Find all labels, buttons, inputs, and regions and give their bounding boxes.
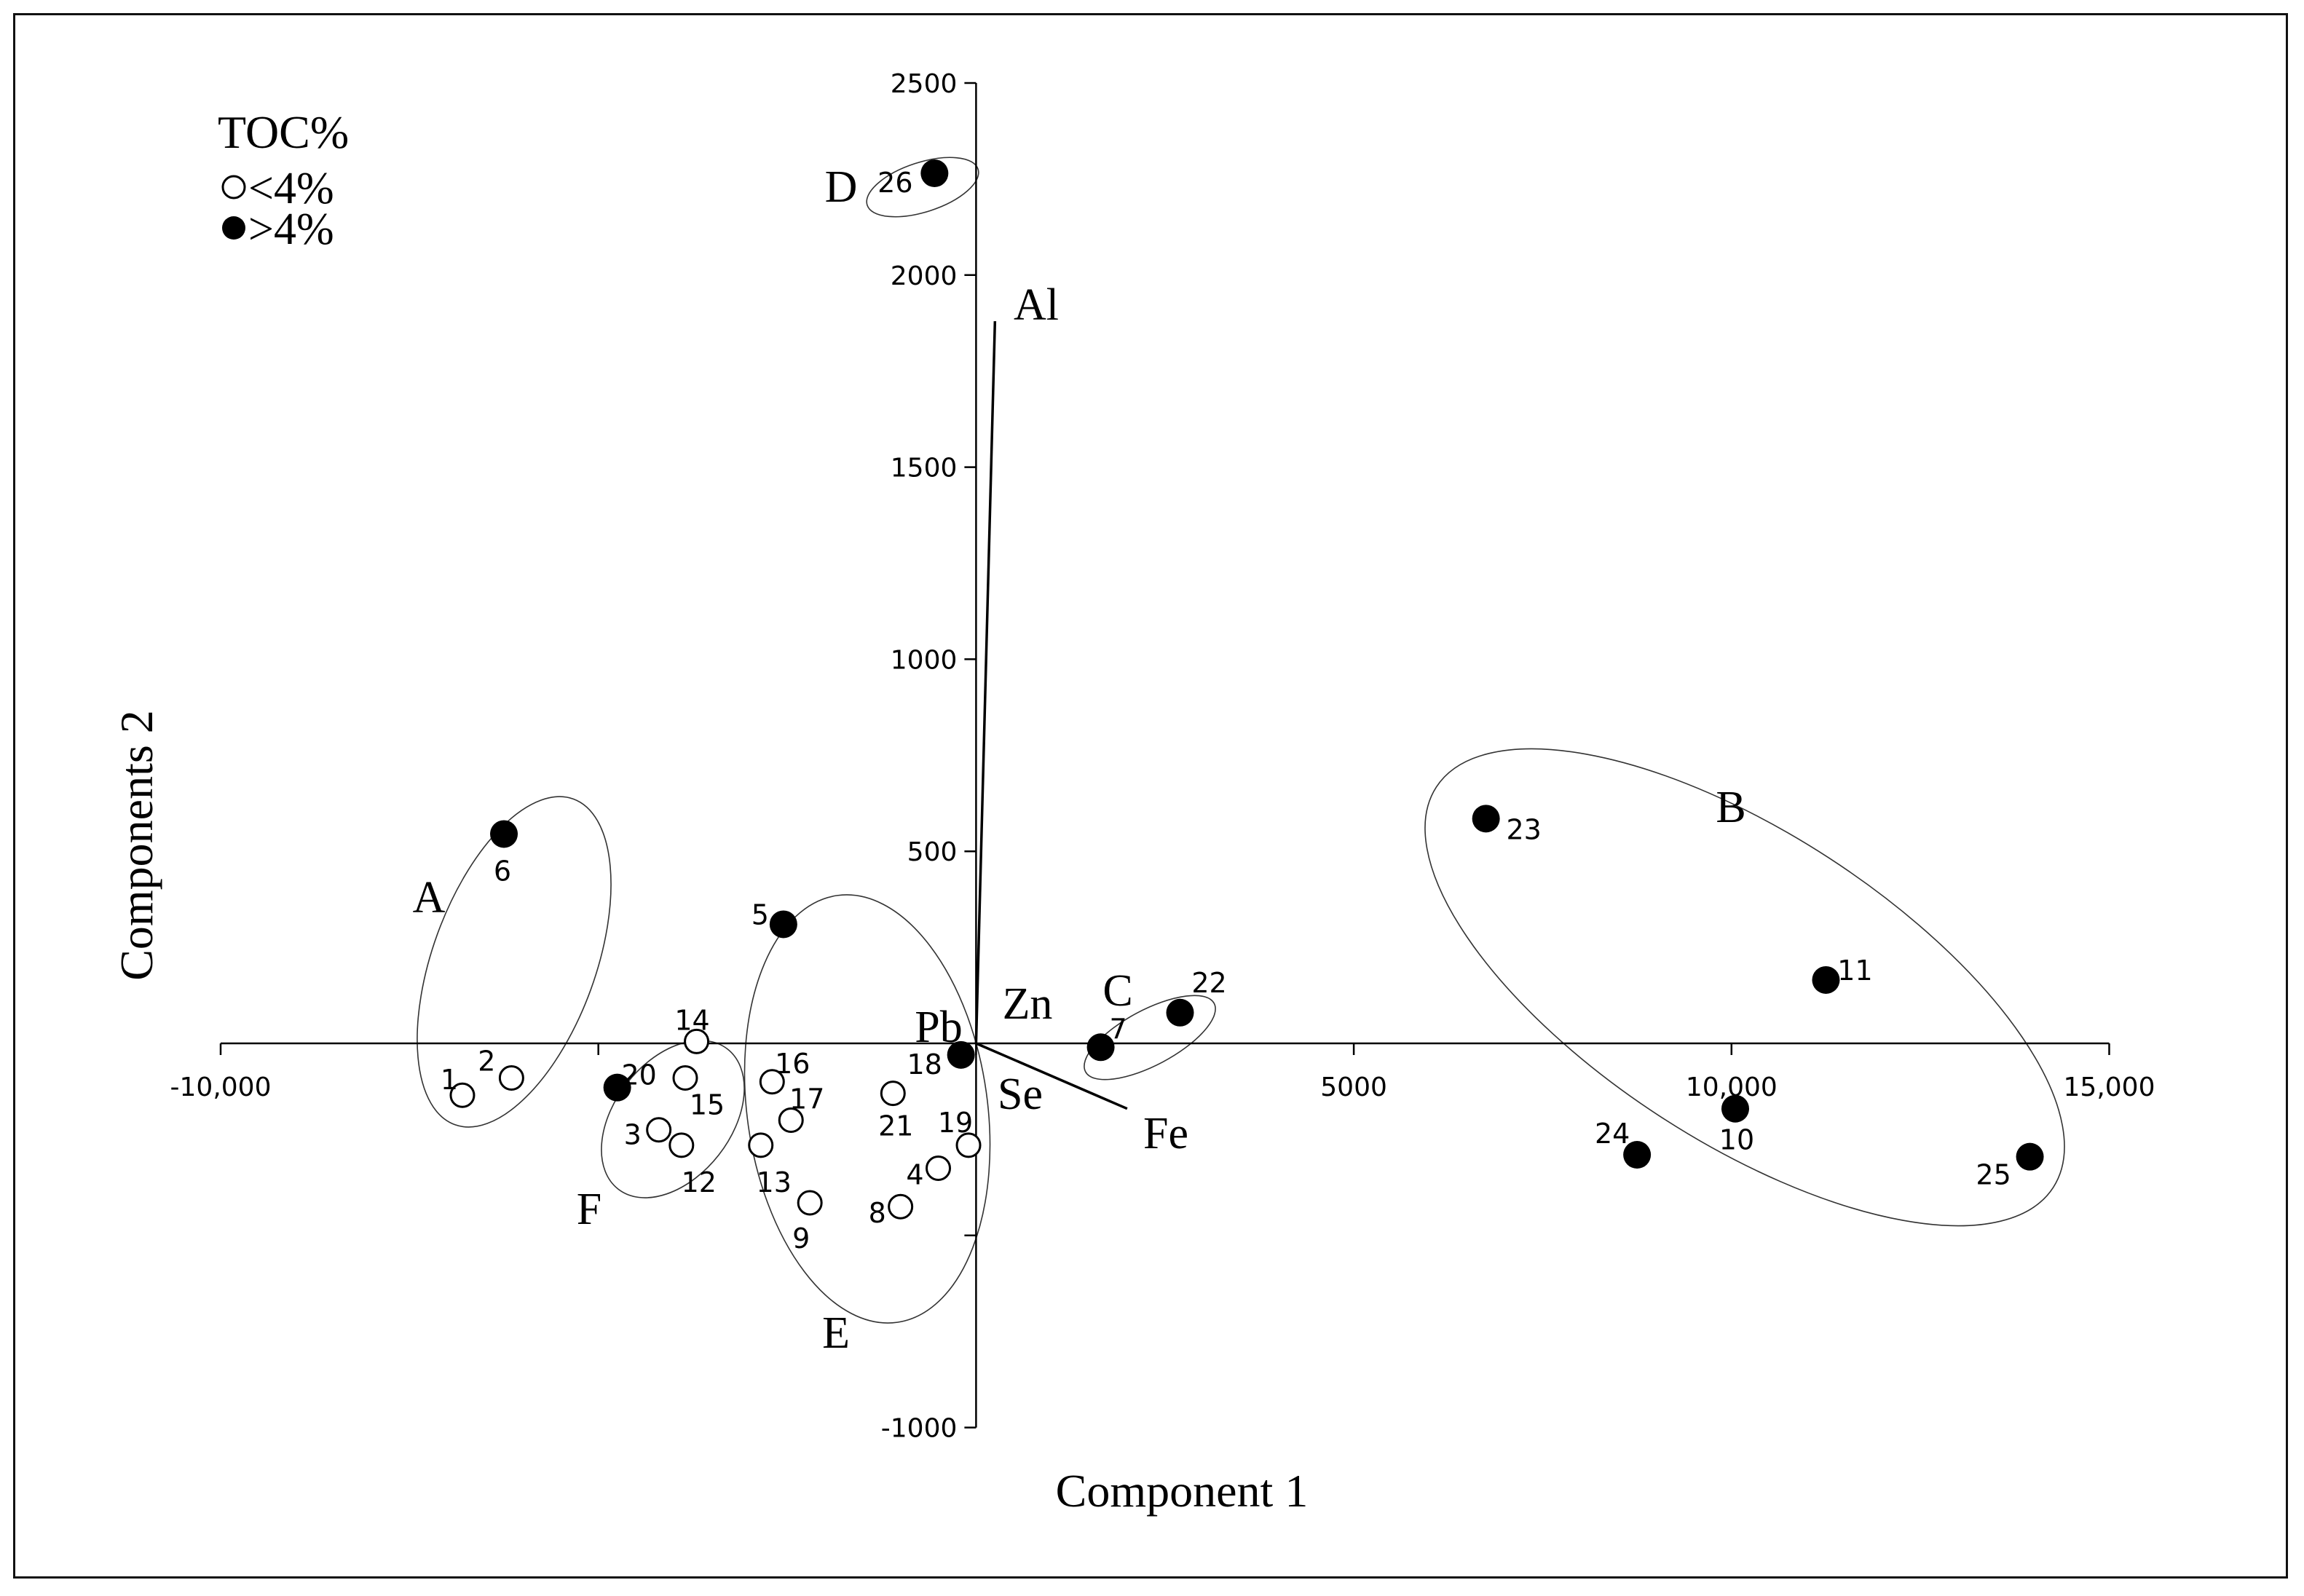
point-open-4: [926, 1155, 952, 1181]
group-ellipses: [417, 157, 2065, 1324]
point-open-1: [449, 1082, 476, 1108]
point-label-21: 21: [878, 1110, 913, 1142]
point-open-21: [880, 1081, 906, 1107]
vector-fe: [975, 1042, 1128, 1110]
group-label-A: A: [413, 873, 446, 923]
group-label-E: E: [822, 1308, 850, 1358]
point-label-9: 9: [792, 1222, 810, 1255]
point-label-17: 17: [789, 1083, 824, 1115]
point-label-23: 23: [1506, 813, 1541, 845]
point-filled-5: [769, 910, 797, 939]
point-open-12: [668, 1132, 695, 1158]
vector-al: [974, 321, 997, 1044]
legend-entry-below-4: <4%: [248, 164, 334, 213]
point-label-24: 24: [1595, 1118, 1630, 1150]
point-label-19: 19: [938, 1107, 973, 1139]
legend-title: TOC%: [218, 106, 349, 158]
legend-filled-circle-marker: [222, 216, 245, 240]
axes: -10,000 5000 10,000 15,000-1000500100015002…: [170, 69, 2155, 1444]
scatter-plot: -10,000 5000 10,000 15,000-1000500100015002…: [111, 69, 2155, 1517]
vector-label-se: Se: [998, 1070, 1043, 1119]
point-filled-22: [1166, 998, 1194, 1027]
point-label-13: 13: [757, 1166, 792, 1198]
point-label-12: 12: [682, 1166, 717, 1198]
group-label-B: B: [1716, 783, 1745, 832]
point-open-17: [778, 1107, 804, 1134]
point-open-16: [759, 1069, 785, 1095]
vector-label-zn: Zn: [1003, 979, 1053, 1029]
point-label-3: 3: [624, 1119, 642, 1151]
point-open-2: [498, 1064, 524, 1091]
point-label-15: 15: [690, 1089, 725, 1121]
vector-label-al: Al: [1014, 280, 1059, 330]
group-ellipse-B: [1424, 748, 2065, 1227]
group-ellipse-D: [866, 157, 979, 218]
point-filled-18: [947, 1040, 975, 1069]
group-ellipse-C: [1084, 995, 1216, 1081]
y-tick-label: 500: [907, 837, 958, 867]
point-open-14: [684, 1028, 710, 1054]
point-label-7: 7: [1109, 1013, 1127, 1045]
y-tick-label: 1000: [891, 645, 958, 675]
group-label-D: D: [825, 162, 858, 212]
point-label-1: 1: [441, 1064, 458, 1096]
point-filled-10: [1721, 1094, 1749, 1123]
point-filled-25: [2016, 1142, 2044, 1171]
y-tick-label: 2000: [891, 261, 958, 291]
vector-label-pb: Pb: [915, 1003, 962, 1052]
point-filled-26: [920, 159, 949, 187]
point-label-26: 26: [877, 167, 912, 199]
point-filled-20: [603, 1073, 631, 1102]
point-label-10: 10: [1719, 1124, 1754, 1156]
point-open-19: [955, 1132, 982, 1158]
vector-label-fe: Fe: [1143, 1109, 1188, 1158]
point-open-8: [888, 1193, 914, 1220]
x-axis-label: Component 1: [1056, 1465, 1309, 1517]
group-ellipse-A: [417, 796, 612, 1128]
y-tick-label: 2500: [891, 69, 958, 99]
point-label-22: 22: [1191, 967, 1226, 999]
point-filled-23: [1472, 805, 1500, 833]
legend-open-circle-marker: [221, 175, 246, 200]
group-ellipse-F: [601, 1040, 745, 1198]
point-label-5: 5: [751, 898, 769, 931]
x-tick-label: 5000: [1320, 1072, 1387, 1102]
point-filled-7: [1086, 1033, 1115, 1062]
point-filled-11: [1812, 965, 1840, 994]
point-open-13: [748, 1132, 774, 1158]
y-tick-label: 1500: [891, 454, 958, 483]
point-label-6: 6: [494, 855, 511, 887]
loading-vectors: [974, 321, 1128, 1110]
point-open-15: [672, 1064, 698, 1091]
point-label-18: 18: [907, 1048, 942, 1081]
figure-frame: -10,000 5000 10,000 15,000 -1000 500 1000 1500 2…: [13, 13, 2288, 1579]
point-label-14: 14: [674, 1004, 709, 1036]
point-label-20: 20: [621, 1059, 656, 1091]
point-open-3: [646, 1117, 672, 1143]
point-label-11: 11: [1837, 955, 1872, 987]
legend-entry-above-4: >4%: [248, 205, 334, 254]
point-label-16: 16: [775, 1048, 810, 1080]
y-tick-label: -1000: [881, 1414, 958, 1444]
data-points: [449, 159, 2044, 1220]
x-tick-label: -10,000: [170, 1072, 272, 1102]
x-tick-label: 15,000: [2064, 1072, 2155, 1102]
point-label-8: 8: [869, 1197, 886, 1229]
point-open-9: [797, 1190, 823, 1216]
group-label-C: C: [1102, 966, 1132, 1016]
group-label-F: F: [577, 1185, 601, 1234]
y-axis-label: Components 2: [111, 710, 162, 981]
point-filled-6: [490, 820, 518, 848]
point-label-2: 2: [478, 1045, 495, 1077]
point-label-25: 25: [1976, 1159, 2011, 1191]
group-ellipse-E: [743, 894, 991, 1324]
point-label-4: 4: [906, 1158, 923, 1190]
point-filled-24: [1623, 1141, 1652, 1169]
legend: TOC% <4% >4%: [218, 106, 349, 254]
